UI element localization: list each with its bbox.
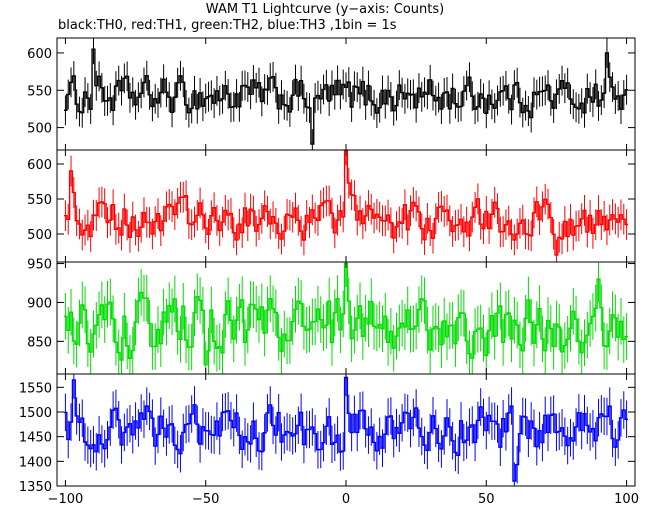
- x-tick-label: −100: [48, 492, 84, 505]
- y-tick-label: 1450: [19, 431, 52, 446]
- y-tick-label: 500: [27, 228, 52, 243]
- series-th0: [64, 38, 628, 150]
- y-tick-label: 850: [27, 335, 52, 350]
- y-tick-label: 600: [27, 158, 52, 173]
- x-tick-label: 0: [342, 492, 350, 505]
- series-line: [64, 48, 628, 145]
- y-tick-label: 1550: [19, 381, 52, 396]
- y-tick-label: 550: [27, 193, 52, 208]
- y-tick-label: 500: [27, 122, 52, 137]
- chart-title: WAM T1 Lightcurve (y−axis: Counts): [205, 2, 445, 17]
- x-tick-label: 100: [614, 492, 639, 505]
- y-tick-label: 550: [27, 84, 52, 99]
- series-th3: [64, 374, 628, 486]
- y-tick-label: 1500: [19, 406, 52, 421]
- y-tick-label: 1350: [19, 480, 52, 495]
- x-tick-label: −50: [192, 492, 219, 505]
- chart-subtitle: black:TH0, red:TH1, green:TH2, blue:TH3 …: [58, 18, 397, 33]
- x-tick-label: 50: [478, 492, 495, 505]
- y-tick-label: 1400: [19, 455, 52, 470]
- series-th1: [64, 150, 628, 262]
- series-line: [64, 150, 628, 256]
- y-tick-label: 900: [27, 296, 52, 311]
- y-tick-label: 950: [27, 258, 52, 273]
- y-tick-label: 600: [27, 47, 52, 62]
